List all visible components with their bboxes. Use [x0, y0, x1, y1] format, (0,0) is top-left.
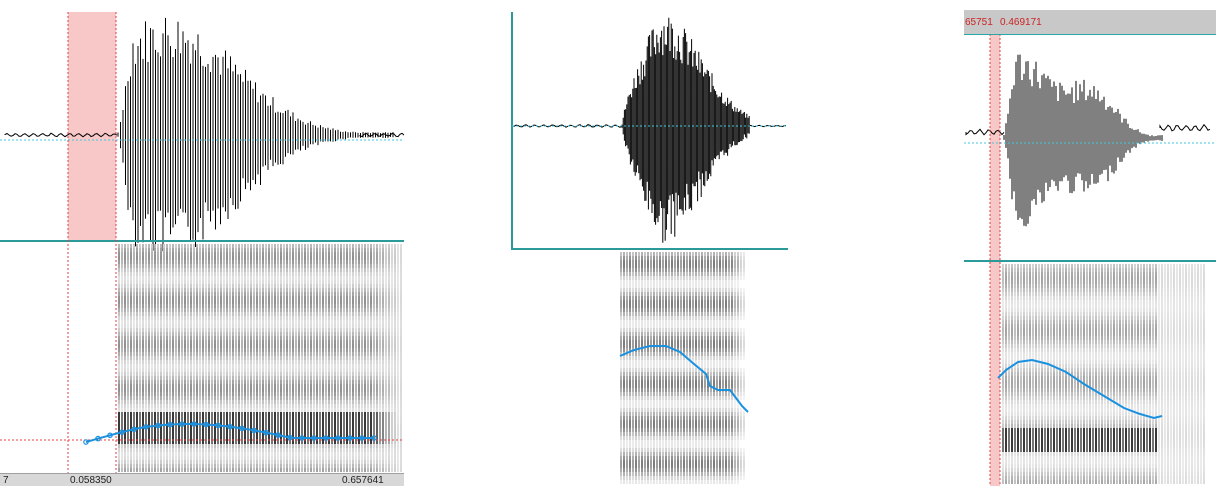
time-readout-bar — [964, 10, 1216, 35]
pitch-curve — [997, 358, 1163, 420]
middle-panel-canvas — [511, 12, 788, 484]
spectrogram[interactable] — [118, 244, 402, 472]
waveform[interactable] — [4, 17, 404, 252]
pitch-curve — [83, 421, 377, 445]
waveform[interactable] — [965, 54, 1211, 227]
time-readout-left: 65751 — [965, 17, 993, 28]
middle-analysis-panel — [510, 0, 788, 486]
time-readout-right: 0.469171 — [1000, 17, 1042, 28]
spectrogram[interactable] — [1002, 264, 1205, 484]
time-label-selection-start: 0.058350 — [70, 475, 112, 486]
pitch-curve — [619, 345, 749, 413]
left-analysis-panel: 7 0.058350 0.657641 — [0, 0, 404, 486]
left-panel-canvas — [0, 12, 404, 474]
right-analysis-panel: 65751 0.469171 — [964, 0, 1216, 486]
right-panel-canvas — [964, 34, 1216, 486]
spectrogram[interactable] — [620, 252, 745, 484]
waveform[interactable] — [513, 17, 787, 243]
time-label-end: 0.657641 — [342, 475, 384, 486]
time-label-left: 7 — [3, 475, 9, 486]
time-axis-bar — [0, 473, 404, 486]
selection-region[interactable] — [68, 12, 116, 242]
